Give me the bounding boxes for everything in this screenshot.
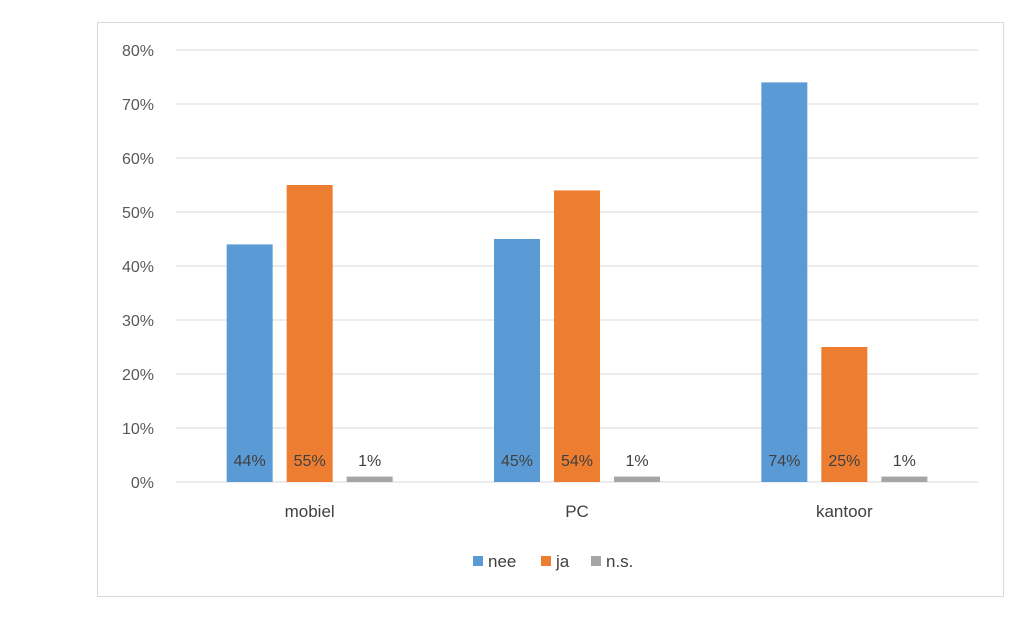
data-label: 1% <box>893 453 916 470</box>
x-tick-label: kantoor <box>816 502 873 521</box>
legend-swatch <box>541 556 551 566</box>
bar-ns-mobiel <box>346 476 393 482</box>
data-label: 45% <box>501 453 533 470</box>
legend-swatch <box>473 556 483 566</box>
bar-ja-pc <box>554 190 600 482</box>
legend-label: nee <box>488 552 516 571</box>
data-label: 1% <box>625 453 648 470</box>
data-label: 44% <box>234 453 266 470</box>
y-tick-label: 0% <box>131 475 154 492</box>
legend-swatch <box>591 556 601 566</box>
bar-chart: 0% 10% 20% 30% 40% 50% 60% 70% 80% 44% 55% 1% mobiel… <box>122 43 978 571</box>
y-tick-label: 20% <box>122 367 154 384</box>
bar-ns-kantoor <box>881 476 928 482</box>
x-tick-label: PC <box>565 502 589 521</box>
chart-frame: 0% 10% 20% 30% 40% 50% 60% 70% 80% 44% 55% 1% mobiel… <box>97 22 1004 597</box>
y-tick-label: 30% <box>122 313 154 330</box>
y-tick-label: 70% <box>122 97 154 114</box>
data-label: 1% <box>358 453 381 470</box>
y-tick-label: 80% <box>122 43 154 60</box>
data-label: 25% <box>828 453 860 470</box>
data-label: 74% <box>768 453 800 470</box>
y-tick-label: 60% <box>122 151 154 168</box>
bar-ja-kantoor <box>821 347 868 482</box>
bar-nee-pc <box>494 239 540 482</box>
data-label: 55% <box>294 453 326 470</box>
y-tick-label: 10% <box>122 421 154 438</box>
x-tick-label: mobiel <box>285 502 335 521</box>
legend-label: n.s. <box>606 552 633 571</box>
bar-nee-mobiel <box>226 244 273 482</box>
bar-ja-mobiel <box>286 185 333 482</box>
data-label: 54% <box>561 453 593 470</box>
y-tick-label: 40% <box>122 259 154 276</box>
bar-nee-kantoor <box>761 82 808 483</box>
y-tick-label: 50% <box>122 205 154 222</box>
bar-ns-pc <box>614 476 660 482</box>
legend-label: ja <box>555 552 570 571</box>
